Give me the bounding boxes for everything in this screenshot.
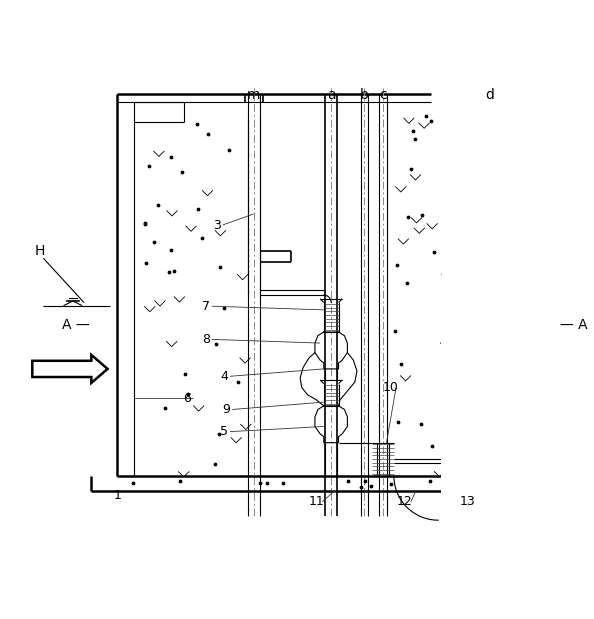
Text: 8: 8 bbox=[202, 333, 210, 346]
Point bbox=[498, 483, 507, 493]
Point bbox=[477, 482, 486, 492]
Point bbox=[343, 476, 353, 486]
Point bbox=[438, 269, 448, 279]
Point bbox=[417, 210, 426, 220]
Point bbox=[263, 478, 272, 488]
Point bbox=[527, 477, 537, 487]
Point bbox=[366, 481, 375, 491]
Point bbox=[140, 218, 149, 228]
Point bbox=[451, 439, 461, 449]
Text: 3: 3 bbox=[213, 219, 221, 232]
Point bbox=[129, 478, 138, 488]
Text: H: H bbox=[34, 244, 45, 258]
Text: 12: 12 bbox=[397, 495, 413, 508]
Point bbox=[214, 429, 224, 439]
Point bbox=[198, 233, 207, 243]
Text: 10: 10 bbox=[383, 381, 398, 394]
Point bbox=[427, 441, 437, 451]
Point bbox=[166, 245, 176, 255]
Point bbox=[356, 482, 365, 491]
Polygon shape bbox=[542, 470, 594, 476]
Point bbox=[386, 479, 396, 489]
Point bbox=[450, 236, 459, 246]
Point bbox=[482, 474, 491, 484]
Point bbox=[141, 219, 150, 228]
Point bbox=[210, 459, 220, 469]
Point bbox=[403, 212, 413, 222]
Point bbox=[479, 484, 489, 494]
Point bbox=[144, 160, 153, 170]
Text: 11: 11 bbox=[308, 495, 324, 508]
Point bbox=[278, 478, 287, 488]
Point bbox=[169, 266, 179, 276]
Point bbox=[203, 129, 213, 139]
Text: A —: A — bbox=[62, 318, 90, 332]
Point bbox=[452, 204, 462, 214]
Text: — A: — A bbox=[560, 318, 587, 332]
Point bbox=[426, 116, 436, 126]
Point bbox=[521, 484, 530, 494]
Text: 6: 6 bbox=[184, 392, 191, 405]
Point bbox=[416, 419, 425, 429]
Point bbox=[459, 481, 468, 491]
Point bbox=[153, 201, 163, 210]
Text: d: d bbox=[485, 89, 494, 103]
Polygon shape bbox=[542, 443, 594, 476]
Point bbox=[410, 134, 419, 144]
Text: b: b bbox=[360, 89, 369, 103]
Point bbox=[421, 111, 431, 121]
Point bbox=[175, 477, 185, 487]
FancyArrow shape bbox=[32, 355, 108, 383]
Text: m: m bbox=[247, 89, 260, 103]
Point bbox=[142, 258, 151, 268]
Point bbox=[211, 339, 220, 348]
Point bbox=[441, 196, 451, 206]
Point bbox=[180, 370, 189, 379]
Point bbox=[396, 359, 405, 369]
Point bbox=[444, 199, 453, 209]
Point bbox=[166, 152, 175, 162]
Point bbox=[448, 191, 458, 201]
Text: 9: 9 bbox=[222, 403, 230, 416]
Point bbox=[233, 378, 242, 387]
Point bbox=[393, 260, 402, 270]
Point bbox=[498, 475, 507, 485]
Point bbox=[440, 310, 450, 320]
Text: 13: 13 bbox=[460, 495, 476, 508]
Text: 7: 7 bbox=[202, 300, 210, 313]
Point bbox=[452, 259, 462, 269]
Point bbox=[408, 126, 418, 136]
Point bbox=[255, 478, 265, 488]
Text: a: a bbox=[327, 89, 336, 103]
Text: 4: 4 bbox=[220, 370, 228, 383]
Point bbox=[403, 278, 412, 288]
Point bbox=[462, 479, 472, 489]
Point bbox=[360, 476, 369, 486]
Point bbox=[406, 163, 416, 173]
Text: 5: 5 bbox=[220, 425, 228, 438]
Polygon shape bbox=[545, 449, 594, 472]
Point bbox=[219, 303, 228, 313]
Point bbox=[224, 145, 233, 155]
Text: 1: 1 bbox=[113, 490, 121, 503]
Point bbox=[165, 267, 174, 277]
Polygon shape bbox=[542, 443, 594, 457]
Point bbox=[390, 326, 399, 336]
Point bbox=[178, 167, 187, 176]
Point bbox=[393, 417, 403, 427]
Point bbox=[425, 475, 435, 485]
Point bbox=[183, 389, 192, 399]
Point bbox=[215, 262, 225, 272]
Point bbox=[429, 248, 438, 258]
Point bbox=[192, 119, 202, 129]
Point bbox=[160, 403, 170, 413]
Text: c: c bbox=[379, 89, 387, 103]
Point bbox=[193, 204, 203, 214]
Point bbox=[448, 372, 458, 382]
Point bbox=[150, 237, 159, 247]
